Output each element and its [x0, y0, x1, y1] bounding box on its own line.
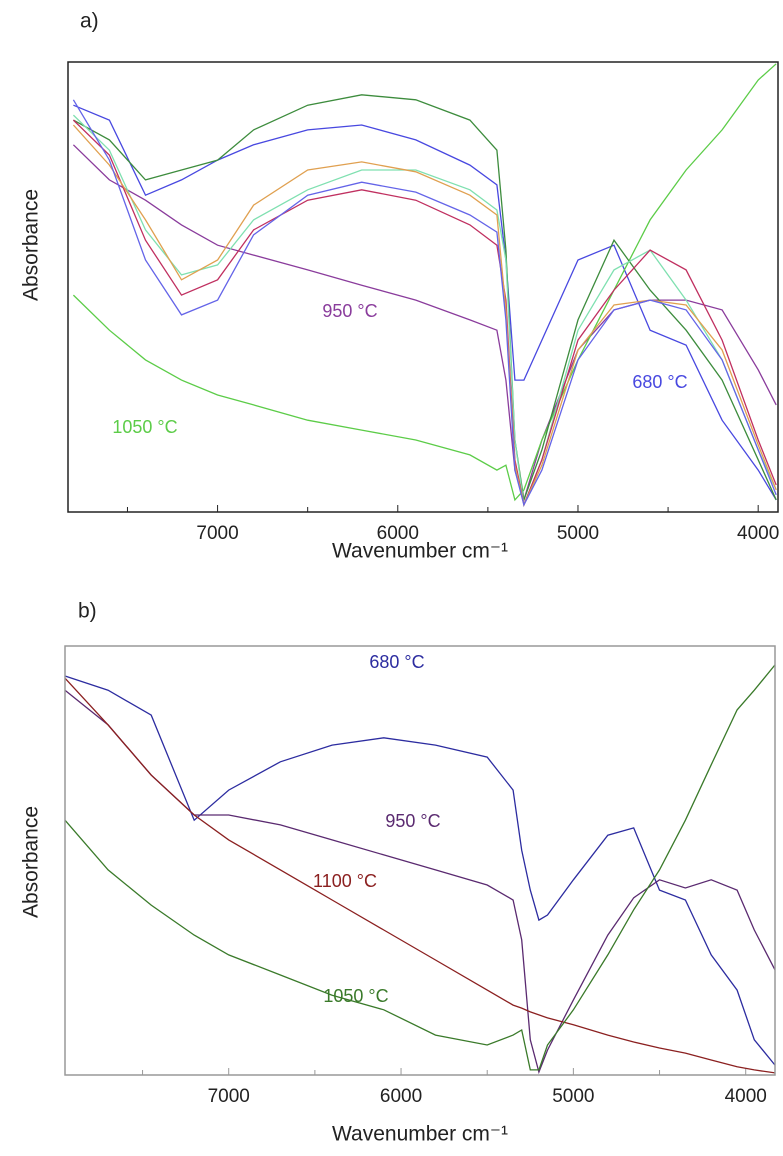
spectrum-line	[64, 664, 776, 1071]
x-tick-label: 4000	[725, 1086, 767, 1107]
y-axis-title: Absorbance	[20, 806, 43, 918]
plot-frame	[67, 61, 779, 513]
curve-label: 680 °C	[632, 372, 687, 392]
curve-label: 1050 °C	[323, 986, 388, 1006]
spectrum-line	[64, 677, 776, 1074]
curve-label: 680 °C	[369, 652, 424, 672]
plot-frame	[64, 645, 776, 1076]
spectrum-line	[73, 104, 777, 501]
x-axis-title: Wavenumber cm⁻¹	[332, 540, 508, 563]
panel-label: a)	[80, 10, 99, 33]
spectrum-line	[73, 94, 777, 501]
curve-label: 1100 °C	[313, 871, 377, 891]
spectrum-line	[72, 144, 777, 503]
x-axis-title: Wavenumber cm⁻¹	[332, 1123, 508, 1146]
spectrum-line	[72, 99, 777, 507]
y-axis-title: Absorbance	[20, 189, 43, 301]
curve-label: 950 °C	[385, 811, 440, 831]
x-tick-label: 7000	[208, 1086, 250, 1107]
panel-label: b)	[78, 600, 97, 623]
x-tick-label: 6000	[380, 1086, 422, 1107]
spectrum-line	[64, 689, 776, 1075]
x-tick-label: 7000	[196, 523, 238, 544]
x-tick-label: 5000	[552, 1086, 594, 1107]
x-tick-label: 6000	[377, 523, 419, 544]
x-tick-label: 4000	[737, 523, 779, 544]
curve-label: 1050 °C	[112, 417, 177, 437]
spectrum-line	[64, 675, 776, 1066]
spectrum-line	[72, 63, 777, 502]
x-tick-label: 5000	[557, 523, 599, 544]
spectrum-line	[72, 124, 777, 507]
curve-label: 950 °C	[322, 301, 377, 321]
